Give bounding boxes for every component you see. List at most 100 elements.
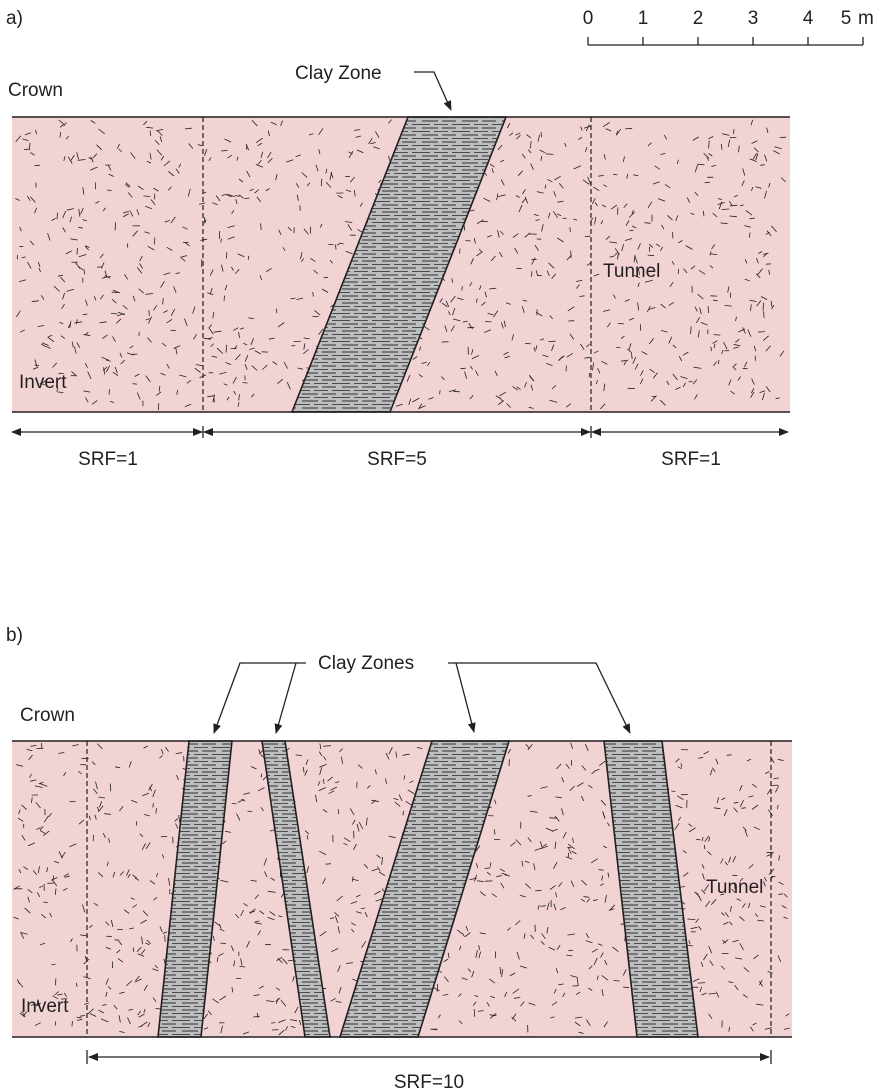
rock-texture-mark (71, 341, 74, 348)
panel-b-label: b) (6, 625, 23, 646)
rock-texture-mark (630, 352, 633, 360)
rock-texture-mark (611, 204, 618, 210)
rock-texture-mark (145, 293, 154, 295)
rock-texture-mark (735, 957, 743, 960)
rock-texture-mark (352, 819, 356, 825)
rock-texture-mark (732, 856, 736, 863)
rock-texture-mark (428, 397, 434, 400)
rock-texture-mark (256, 196, 262, 203)
rock-texture-mark (20, 932, 28, 935)
rock-texture-mark (550, 1016, 555, 1019)
rock-texture-mark (654, 165, 661, 170)
rock-texture-mark (296, 194, 299, 201)
rock-texture-mark (479, 891, 486, 897)
rock-texture-mark (524, 381, 527, 388)
rock-texture-mark (253, 994, 260, 997)
rock-texture-mark (756, 257, 759, 264)
rock-texture-mark (320, 178, 323, 187)
scale-unit: m (858, 8, 874, 29)
rock-texture-mark (207, 1010, 212, 1016)
rock-texture-mark (781, 905, 787, 909)
rock-texture-mark (585, 124, 590, 132)
rock-texture-mark (478, 248, 483, 253)
rock-texture-mark (524, 860, 530, 863)
rock-texture-mark (633, 254, 636, 263)
rock-texture-mark (747, 329, 752, 337)
rock-texture-mark (768, 809, 773, 816)
rock-texture-mark (594, 202, 598, 207)
rock-texture-mark (112, 289, 121, 294)
rock-texture-mark (564, 142, 567, 147)
rock-texture-mark (100, 1018, 109, 1023)
rock-texture-mark (671, 260, 675, 265)
rock-texture-mark (282, 958, 288, 965)
rock-texture-mark (573, 218, 578, 221)
rock-texture-mark (318, 751, 323, 757)
scale-tick-4: 4 (803, 8, 814, 29)
rock-texture-mark (250, 879, 257, 882)
crown-label-a: Crown (8, 80, 63, 101)
rock-texture-mark (616, 128, 622, 135)
rock-texture-mark (512, 386, 519, 391)
rock-texture-mark (108, 165, 112, 171)
rock-texture-mark (343, 842, 348, 846)
rock-texture-mark (707, 306, 710, 314)
rock-texture-mark (625, 220, 630, 226)
rock-texture-mark (140, 919, 147, 924)
rock-texture-mark (126, 869, 130, 876)
rock-texture-mark (220, 879, 229, 883)
rock-texture-mark (318, 128, 324, 136)
rock-texture-mark (51, 218, 56, 221)
rock-texture-mark (516, 386, 521, 390)
rock-texture-mark (700, 961, 704, 967)
scale-tick-0: 0 (583, 8, 594, 29)
rock-texture-mark (724, 305, 732, 307)
rock-texture-mark (300, 258, 305, 263)
rock-texture-mark (176, 389, 179, 395)
rock-texture-mark (741, 807, 746, 809)
rock-texture-mark (558, 183, 564, 189)
rock-texture-mark (278, 1029, 285, 1036)
rock-texture-mark (461, 932, 465, 937)
rock-texture-mark (439, 298, 443, 303)
rock-texture-mark (223, 383, 228, 386)
rock-texture-mark (57, 391, 64, 393)
rock-texture-mark (471, 970, 475, 978)
rock-texture-mark (554, 841, 557, 849)
rock-texture-mark (516, 951, 520, 960)
rock-texture-mark (173, 286, 177, 293)
rock-texture-mark (350, 901, 358, 905)
rock-texture-mark (640, 378, 644, 385)
rock-texture-mark (322, 809, 328, 813)
rock-texture-mark (276, 987, 281, 991)
rock-texture-mark (460, 367, 466, 370)
rock-texture-mark (666, 380, 670, 386)
rock-texture-mark (230, 945, 234, 952)
rock-texture-mark (549, 885, 556, 890)
rock-texture-mark (640, 370, 644, 376)
rock-texture-mark (99, 321, 107, 324)
rock-texture-mark (780, 177, 786, 183)
rock-texture-mark (713, 807, 721, 810)
rock-texture-mark (335, 1001, 342, 1003)
rock-texture-mark (277, 378, 284, 385)
rock-texture-mark (527, 149, 532, 154)
rock-texture-mark (149, 152, 152, 160)
rock-texture-mark (306, 835, 309, 840)
rock-texture-mark (350, 922, 356, 926)
rock-texture-mark (308, 133, 314, 136)
rock-texture-mark (464, 371, 467, 379)
rock-texture-mark (751, 186, 754, 191)
rock-texture-mark (604, 894, 607, 903)
rock-texture-mark (412, 397, 420, 403)
rock-texture-mark (132, 874, 138, 879)
rock-texture-mark (520, 1001, 525, 1007)
rock-texture-mark (765, 231, 770, 235)
rock-texture-mark (145, 375, 151, 383)
rock-texture-mark (30, 152, 35, 156)
rock-texture-mark (75, 982, 78, 987)
rock-texture-mark (748, 795, 754, 798)
rock-texture-mark (682, 382, 686, 388)
rock-texture-mark (98, 1009, 104, 1014)
